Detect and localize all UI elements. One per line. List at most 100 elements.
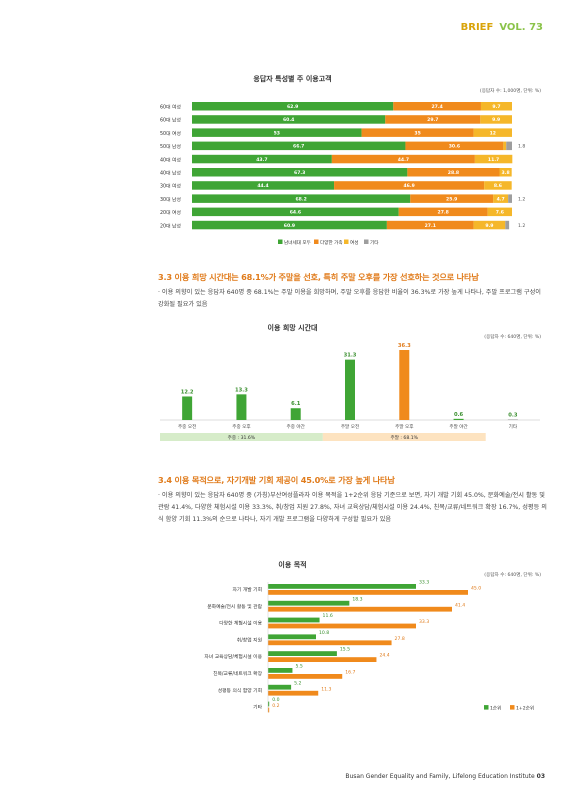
chart1-bar-2 [473, 220, 506, 230]
chart3-data-label: 24.4 [379, 653, 389, 659]
chart3-category-label: 취/창업 지원 [237, 636, 262, 643]
section33-heading: 3.3 이용 희망 시간대는 68.1%가 주말을 선호, 특히 주말 오후를 … [158, 272, 479, 282]
chart3-category-label: 문화예술/전시 활동 및 관람 [207, 603, 262, 610]
chart2-bar [290, 408, 301, 420]
chart2-category-label: 주말 야간 [449, 423, 468, 430]
chart3-bar-0 [268, 668, 293, 673]
chart1-data-label: 53 [274, 130, 280, 136]
chart1-data-label: 28.8 [448, 170, 459, 176]
chart1-data-label: 25.9 [446, 196, 457, 202]
chart2-bar [507, 419, 518, 420]
chart1-bar-1 [393, 102, 481, 111]
chart2-bar [182, 396, 193, 420]
chart3-category-label: 친목/교류/네트워크 확장 [213, 670, 262, 677]
chart1-data-label: 4.7 [497, 196, 505, 202]
chart3-bar-1 [268, 606, 452, 612]
chart1-data-label: 12 [490, 130, 496, 136]
chart3-data-label: 16.7 [345, 670, 355, 676]
chart2-weekend-label: 주말 : 68.1% [391, 434, 419, 441]
chart3-bar-0 [268, 600, 350, 606]
chart2-title: 이용 희망 시간대 [267, 324, 318, 332]
chart3-svg: 자기 개발 기회 33.3 45.0 문화예술/전시 활동 및 관람 18.3 41.4 다… [204, 580, 534, 713]
chart1-bar-3 [506, 141, 512, 151]
chart3-data-label: 10.8 [319, 630, 329, 636]
chart1-bar-2 [493, 194, 509, 203]
chart1-data-label: 68.2 [295, 196, 306, 202]
chart2-data-label: 12.2 [181, 389, 194, 395]
chart1-data-label: 3.8 [502, 170, 510, 176]
chart1-category-label: 30대 여성 [160, 183, 181, 190]
chart1-legend-label: 남녀세대 모두 [284, 239, 311, 246]
chart3-legend-label: 1순위 [490, 705, 501, 712]
chart2-data-label: 6.1 [291, 401, 301, 407]
chart2-weekday-label: 주중 : 31.6% [228, 435, 256, 441]
chart1-data-label: 43.7 [256, 157, 267, 163]
chart1-bar-1 [407, 168, 500, 177]
chart1-data-label: 64.6 [290, 210, 301, 216]
page-number: 03 [536, 773, 545, 780]
chart3-category-label: 자기 개발 기회 [232, 586, 262, 593]
chart1-category-label: 50대 남성 [160, 143, 181, 150]
chart1-category-label: 20대 여성 [160, 209, 181, 216]
chart1-category-label: 60대 남성 [160, 117, 181, 124]
section34-heading: 3.4 이용 목적으로, 자기개발 기회 제공이 45.0%로 가장 높게 나타… [158, 475, 395, 485]
chart1-category-label: 20대 남성 [160, 222, 181, 229]
chart1-bar-0 [192, 207, 399, 217]
chart1-bar-0 [192, 194, 411, 203]
chart2-category-label: 주중 오전 [178, 423, 196, 430]
chart3-data-label: 45.0 [471, 586, 481, 592]
chart2-data-label: 0.6 [454, 412, 464, 418]
chart1-note: (응답자 수: 1,000명, 단위: %) [479, 89, 541, 94]
chart2-svg: 12.2 주중 오전 13.3 주중 오후 6.1 주중 야간 31.3 주말 오전 36.3 주… [160, 343, 540, 441]
chart1-legend-swatch [314, 239, 319, 244]
chart3-category-label: 다양한 체험시설 이용 [219, 620, 262, 627]
chart3-bar-0 [268, 701, 270, 707]
chart1-bar-2 [474, 154, 513, 164]
chart1-bar-0 [192, 154, 332, 164]
chart1-data-label-other: 1.2 [518, 196, 525, 202]
chart1-legend-swatch [344, 239, 349, 244]
chart3-legend-label: 1+2순위 [516, 705, 534, 712]
chart3-data-label: 18.3 [352, 596, 362, 602]
chart1-bar-2 [503, 141, 507, 151]
chart1-data-label: 8.6 [494, 183, 502, 189]
chart3-category-label: 기타 [253, 704, 262, 711]
chart1-data-label: 44.4 [257, 183, 268, 189]
chart1-data-label: 9.9 [485, 223, 493, 229]
chart1-data-label: 60.9 [284, 223, 295, 229]
chart1-bar-0 [192, 181, 335, 190]
chart1-data-label: 30.6 [449, 144, 460, 150]
chart3-legend-swatch [510, 705, 515, 710]
chart2-bar [236, 394, 247, 420]
chart1-bar-1 [398, 207, 488, 217]
chart3-data-label: 5.2 [294, 680, 301, 686]
chart1-legend-label: 여성 [350, 239, 358, 246]
chart3-category-label: 자녀 교육상담/체험시설 이용 [204, 653, 262, 660]
chart1-data-label: 11.7 [488, 157, 499, 163]
chart1-data-label: 29.7 [427, 117, 438, 123]
chart1-data-label: 27.1 [425, 223, 436, 229]
chart1-bar-2 [484, 181, 512, 190]
chart3-data-label: 5.5 [295, 664, 302, 670]
chart3-data-label: 0.0 [272, 697, 279, 703]
chart1-category-label: 40대 남성 [160, 170, 181, 177]
chart3-data-label: 41.4 [455, 602, 465, 608]
chart2-weekday-band [160, 433, 323, 441]
chart1-legend-label: 기타 [370, 239, 379, 246]
chart2-bar [345, 359, 355, 420]
chart2-bar [399, 350, 410, 420]
chart1-data-label: 7.6 [496, 210, 504, 216]
chart1-data-label: 46.9 [403, 183, 414, 189]
chart1-title: 응답자 특성별 주 이용고객 [253, 75, 332, 83]
chart1-bar-3 [505, 220, 510, 230]
header-brand: BRIEF VOL. 73 [461, 22, 543, 33]
chart2-weekend-band [322, 433, 486, 441]
chart3-bar-1 [268, 674, 343, 679]
chart2-category-label: 주중 오후 [232, 424, 250, 430]
chart1-bar-0 [192, 168, 408, 177]
chart2-category-label: 기타 [509, 423, 518, 430]
chart3-bar-1 [268, 707, 270, 713]
chart1-legend-swatch [278, 239, 283, 244]
chart1-bar-1 [361, 128, 474, 137]
chart3-bar-1 [268, 690, 319, 696]
